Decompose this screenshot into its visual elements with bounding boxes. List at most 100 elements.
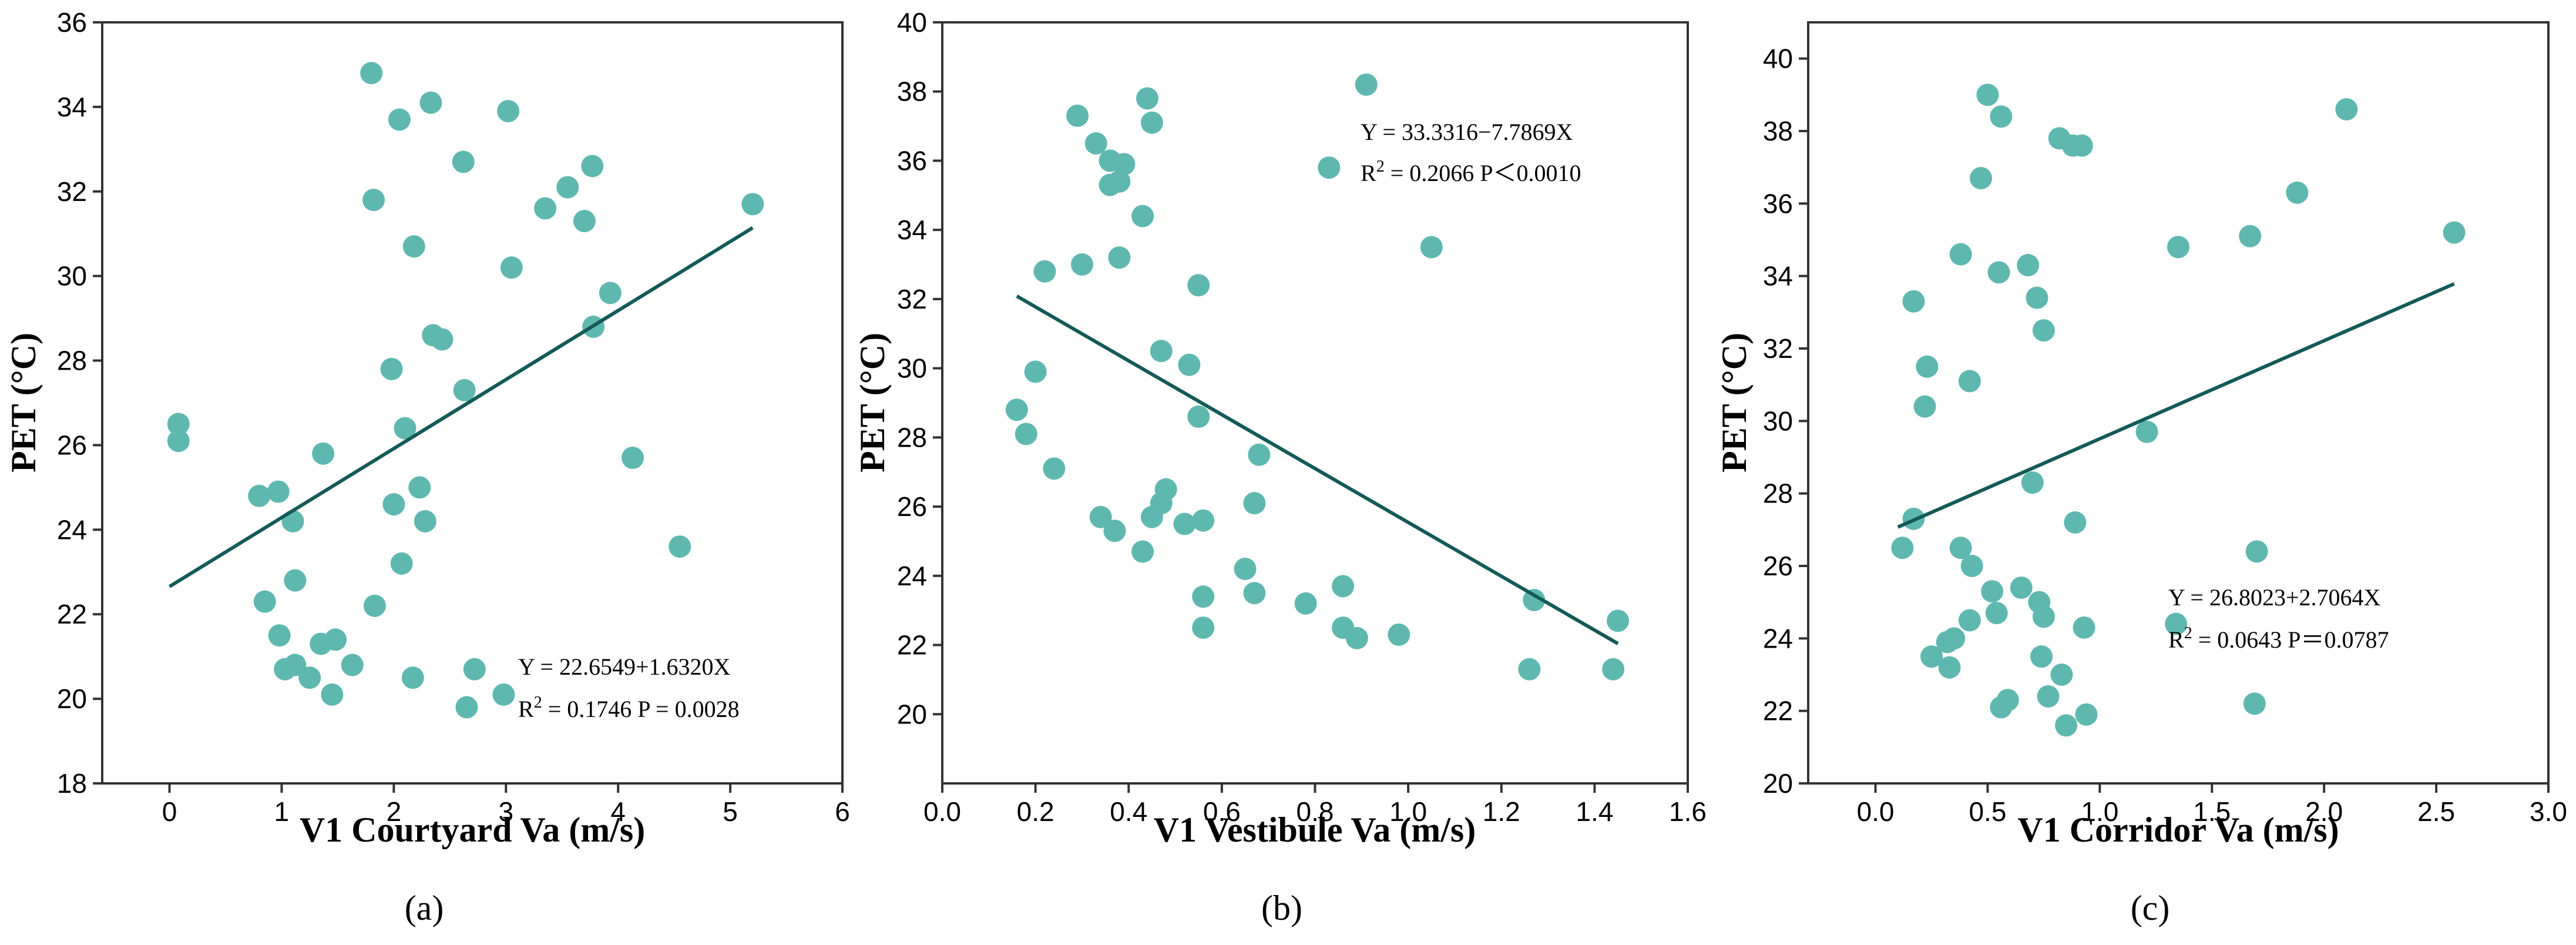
regression-line xyxy=(1897,282,2455,529)
data-point xyxy=(2055,714,2078,737)
data-point xyxy=(1891,537,1914,559)
data-point xyxy=(1388,623,1410,646)
x-tick-label: 0 xyxy=(162,796,177,827)
data-point xyxy=(312,442,335,465)
data-point xyxy=(1084,132,1107,155)
x-tick-label: 6 xyxy=(835,796,850,827)
data-point xyxy=(1332,575,1355,598)
data-point xyxy=(2032,319,2055,342)
data-point xyxy=(556,176,579,199)
x-tick-label: 3 xyxy=(498,796,513,827)
data-point xyxy=(1089,505,1112,528)
data-point xyxy=(741,193,764,216)
y-tick-label: 40 xyxy=(897,7,927,38)
data-point xyxy=(1949,243,1972,266)
data-point xyxy=(1187,406,1210,428)
data-point xyxy=(1108,246,1131,269)
data-point xyxy=(1958,609,1981,632)
data-point xyxy=(321,683,344,706)
y-tick-label: 38 xyxy=(897,76,927,107)
data-point xyxy=(599,282,622,304)
data-point xyxy=(2070,134,2093,157)
y-tick-label: 24 xyxy=(897,561,927,591)
data-point xyxy=(1192,585,1215,608)
y-tick-label: 26 xyxy=(1763,551,1793,581)
panel-label: (b) xyxy=(1261,889,1302,927)
data-point xyxy=(284,569,307,592)
x-tick-label: 0.8 xyxy=(1297,796,1334,827)
data-point xyxy=(1920,645,1943,668)
regression-stats: R2 = 0.2066 P＜0.0010 xyxy=(1361,158,1581,186)
data-point xyxy=(2239,224,2262,247)
data-point xyxy=(382,493,405,516)
data-point xyxy=(167,413,190,435)
regression-equation: Y = 26.8023+2.7064X xyxy=(2168,584,2381,611)
regression-equation: Y = 22.6549+1.6320X xyxy=(518,654,731,680)
x-tick-label: 0.5 xyxy=(1969,796,2006,827)
data-point xyxy=(500,256,523,279)
data-point xyxy=(390,552,413,575)
data-point xyxy=(2165,612,2188,635)
y-tick-label: 20 xyxy=(897,699,927,729)
data-point xyxy=(1150,340,1173,363)
x-tick-label: 2 xyxy=(387,796,402,827)
data-point xyxy=(1131,205,1154,227)
regression-stats: R2 = 0.1746 P = 0.0028 xyxy=(518,693,740,722)
x-tick-label: 1.5 xyxy=(2193,796,2231,827)
data-point xyxy=(402,235,425,258)
x-tick-label: 3.0 xyxy=(2530,796,2567,827)
y-tick-label: 24 xyxy=(1763,623,1793,654)
data-point xyxy=(1938,656,1961,679)
y-tick-label: 30 xyxy=(897,353,927,384)
y-tick-label: 22 xyxy=(897,630,927,661)
data-point xyxy=(1108,170,1131,193)
data-point xyxy=(2075,703,2098,726)
data-point xyxy=(267,480,290,503)
data-point xyxy=(268,624,291,647)
regression-line xyxy=(168,226,754,588)
data-point xyxy=(1005,398,1028,421)
data-point xyxy=(1981,580,2004,603)
y-tick-label: 32 xyxy=(57,176,87,207)
x-tick-label: 1.0 xyxy=(1389,796,1427,827)
data-point xyxy=(2037,685,2060,708)
x-tick-label: 1.6 xyxy=(1669,796,1707,827)
data-point xyxy=(363,594,386,617)
y-tick-label: 30 xyxy=(1763,406,1793,436)
data-point xyxy=(1113,153,1136,176)
data-point xyxy=(1070,253,1093,276)
x-tick-label: 1.4 xyxy=(1576,796,1613,827)
data-point xyxy=(1248,443,1271,466)
y-tick-label: 34 xyxy=(1763,261,1793,291)
data-point xyxy=(1192,616,1215,639)
data-point xyxy=(1960,555,1983,577)
x-tick-label: 2.0 xyxy=(2305,796,2343,827)
y-tick-label: 34 xyxy=(897,215,927,245)
data-point xyxy=(298,666,321,689)
data-point xyxy=(324,628,347,651)
data-point xyxy=(1518,658,1541,681)
data-point xyxy=(1985,602,2008,625)
y-tick-label: 40 xyxy=(1763,43,1793,74)
data-point xyxy=(1015,423,1037,445)
y-tick-label: 22 xyxy=(1763,696,1793,726)
data-point xyxy=(2073,616,2095,639)
data-point xyxy=(1140,111,1163,134)
y-tick-label: 20 xyxy=(1763,768,1793,799)
data-point xyxy=(394,417,417,440)
data-point xyxy=(1976,83,1999,106)
data-point xyxy=(452,150,475,173)
data-point xyxy=(167,430,190,453)
y-tick-label: 36 xyxy=(57,7,87,38)
data-point xyxy=(1996,689,2019,712)
data-point xyxy=(2243,692,2266,715)
x-axis-title: V1 Corridor Va (m/s) xyxy=(2017,810,2339,849)
y-tick-label: 26 xyxy=(897,491,927,522)
data-point xyxy=(1131,540,1154,563)
data-point xyxy=(1523,589,1546,612)
data-point xyxy=(248,484,271,507)
data-point xyxy=(380,357,403,380)
data-point xyxy=(2010,577,2033,599)
y-tick-label: 22 xyxy=(57,599,87,629)
data-point xyxy=(2286,181,2309,204)
